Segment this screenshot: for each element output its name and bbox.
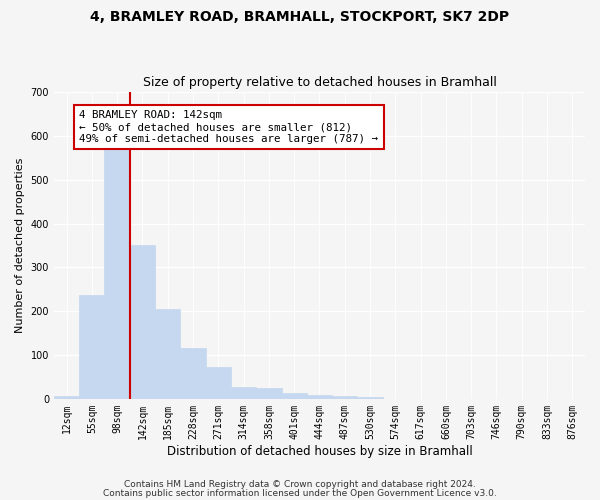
- Text: 4 BRAMLEY ROAD: 142sqm
← 50% of detached houses are smaller (812)
49% of semi-de: 4 BRAMLEY ROAD: 142sqm ← 50% of detached…: [79, 110, 378, 144]
- Bar: [332, 396, 358, 399]
- Bar: [358, 397, 383, 399]
- Bar: [155, 310, 181, 399]
- Bar: [130, 246, 155, 399]
- Bar: [307, 395, 332, 399]
- Text: Contains public sector information licensed under the Open Government Licence v3: Contains public sector information licen…: [103, 488, 497, 498]
- Bar: [54, 396, 79, 399]
- Text: Contains HM Land Registry data © Crown copyright and database right 2024.: Contains HM Land Registry data © Crown c…: [124, 480, 476, 489]
- Bar: [181, 348, 206, 399]
- Y-axis label: Number of detached properties: Number of detached properties: [15, 158, 25, 333]
- Bar: [281, 392, 307, 399]
- Bar: [79, 294, 104, 399]
- Title: Size of property relative to detached houses in Bramhall: Size of property relative to detached ho…: [143, 76, 496, 90]
- Bar: [256, 388, 281, 399]
- Bar: [231, 386, 256, 399]
- X-axis label: Distribution of detached houses by size in Bramhall: Distribution of detached houses by size …: [167, 444, 472, 458]
- Bar: [104, 141, 130, 399]
- Bar: [206, 367, 231, 399]
- Text: 4, BRAMLEY ROAD, BRAMHALL, STOCKPORT, SK7 2DP: 4, BRAMLEY ROAD, BRAMHALL, STOCKPORT, SK…: [91, 10, 509, 24]
